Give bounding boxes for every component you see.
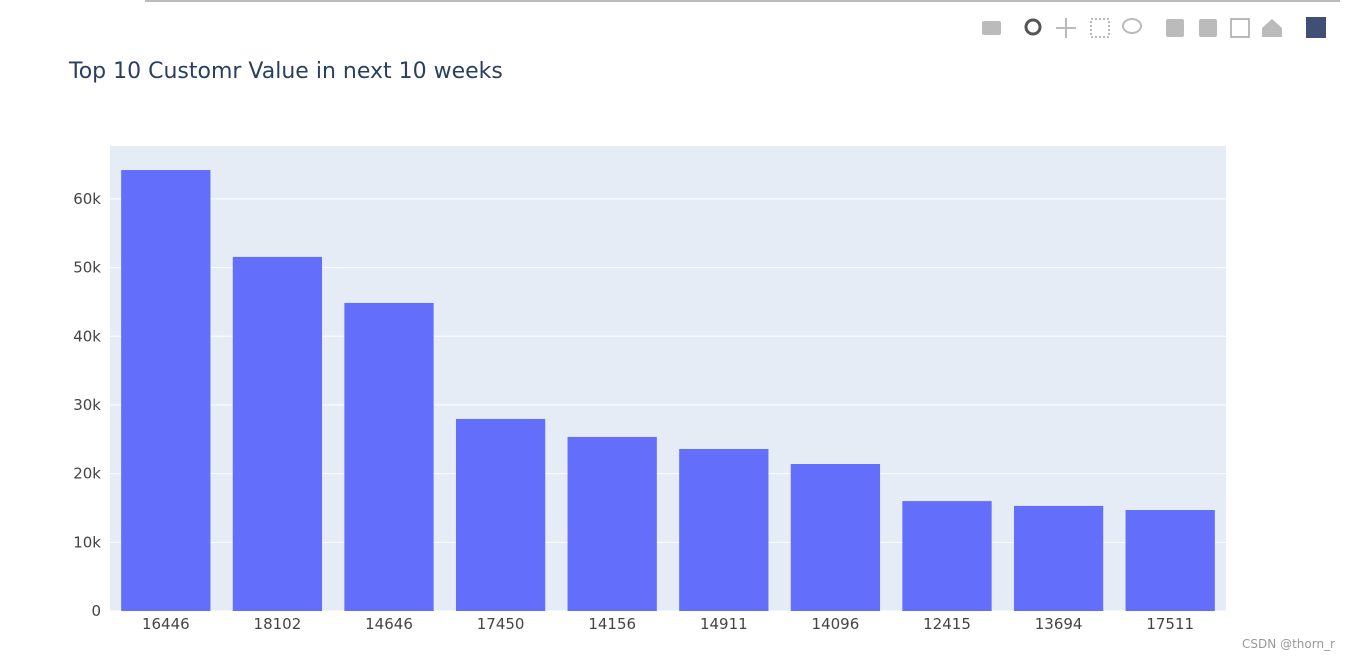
y-tick-label: 60k bbox=[73, 190, 101, 208]
bar bbox=[567, 436, 657, 611]
chart-title: Top 10 Customr Value in next 10 weeks bbox=[68, 59, 503, 84]
y-tick-label: 50k bbox=[73, 259, 101, 277]
y-tick-label: 40k bbox=[73, 327, 101, 345]
y-tick-label: 10k bbox=[73, 533, 101, 551]
x-tick-label: 14911 bbox=[700, 615, 748, 633]
zoom-out-icon[interactable] bbox=[1199, 19, 1217, 37]
bar bbox=[121, 170, 211, 611]
lasso-icon[interactable] bbox=[1122, 18, 1142, 34]
y-tick-label: 20k bbox=[73, 465, 101, 483]
x-tick-label: 14096 bbox=[812, 615, 860, 633]
bar bbox=[1013, 505, 1104, 611]
x-tick-label: 17511 bbox=[1146, 615, 1194, 633]
bar bbox=[679, 448, 769, 611]
select-icon[interactable] bbox=[1090, 18, 1110, 38]
pan-icon[interactable] bbox=[1056, 18, 1076, 38]
zoom-icon[interactable] bbox=[1024, 18, 1042, 36]
bar bbox=[1125, 510, 1215, 611]
bar bbox=[232, 256, 323, 611]
x-tick-label: 17450 bbox=[477, 615, 525, 633]
plotly-logo[interactable] bbox=[1306, 17, 1326, 38]
zoom-in-icon[interactable] bbox=[1166, 19, 1184, 37]
x-tick-label: 12415 bbox=[923, 615, 971, 633]
y-tick-label: 30k bbox=[73, 396, 101, 414]
bar bbox=[790, 464, 881, 611]
x-tick-label: 16446 bbox=[142, 615, 190, 633]
modebar bbox=[982, 17, 1326, 38]
x-tick-label: 18102 bbox=[254, 615, 302, 633]
camera-icon[interactable] bbox=[982, 21, 1001, 35]
home-icon[interactable] bbox=[1262, 19, 1282, 37]
x-tick-label: 13694 bbox=[1035, 615, 1083, 633]
x-tick-label: 14156 bbox=[588, 615, 636, 633]
bar bbox=[902, 501, 992, 611]
y-tick-label: 0 bbox=[91, 602, 101, 620]
bar bbox=[344, 302, 434, 611]
watermark: CSDN @thorn_r bbox=[1242, 637, 1335, 651]
bar bbox=[455, 418, 546, 611]
autoscale-icon[interactable] bbox=[1230, 18, 1250, 38]
x-tick-label: 14646 bbox=[365, 615, 413, 633]
